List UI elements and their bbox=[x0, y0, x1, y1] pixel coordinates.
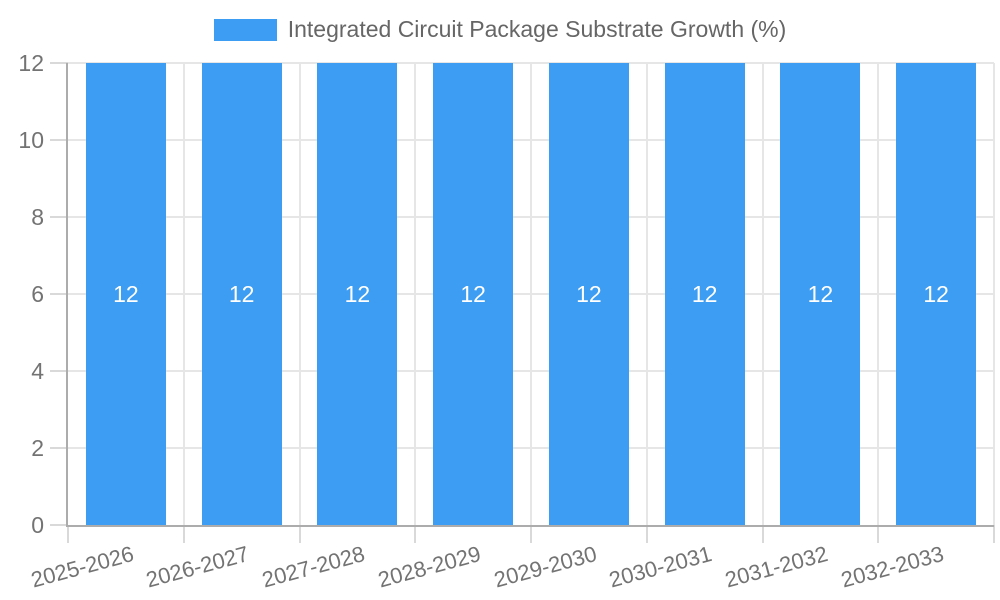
x-axis-tick bbox=[645, 525, 648, 543]
y-axis-tick bbox=[50, 216, 68, 218]
x-axis-tick-label: 2025-2026 bbox=[27, 541, 137, 593]
y-axis-tick bbox=[50, 447, 68, 449]
bar-value-label: 12 bbox=[228, 281, 255, 307]
y-axis-line bbox=[66, 63, 68, 527]
bar-value-label: 12 bbox=[923, 281, 949, 307]
y-axis-tick-label: 4 bbox=[31, 358, 44, 384]
x-axis-line bbox=[66, 525, 994, 527]
x-gridline bbox=[298, 63, 301, 525]
x-axis-tick bbox=[761, 525, 764, 543]
y-axis-tick bbox=[50, 62, 68, 64]
x-axis-tick-label: 2028-2029 bbox=[375, 541, 484, 593]
x-axis-tick bbox=[993, 525, 995, 543]
x-gridline bbox=[877, 63, 880, 525]
legend-swatch-icon bbox=[213, 18, 277, 41]
x-axis-tick-label: 2029-2030 bbox=[490, 541, 600, 593]
x-axis-tick-label: 2026-2027 bbox=[143, 541, 252, 593]
x-axis-tick bbox=[67, 525, 69, 543]
y-axis-tick bbox=[50, 293, 68, 295]
bar: 12 bbox=[317, 63, 398, 525]
x-gridline bbox=[645, 63, 648, 525]
legend-label: Integrated Circuit Package Substrate Gro… bbox=[287, 16, 787, 42]
bar-value-label: 12 bbox=[807, 281, 834, 307]
bar: 12 bbox=[548, 63, 629, 525]
bar-value-label: 12 bbox=[460, 281, 486, 307]
x-gridline bbox=[530, 63, 532, 525]
x-axis-tick bbox=[182, 525, 185, 543]
bar: 12 bbox=[664, 63, 745, 525]
y-axis-tick bbox=[50, 524, 68, 526]
x-axis-tick bbox=[877, 525, 880, 543]
bar-value-label: 12 bbox=[691, 281, 718, 307]
x-axis-tick-label: 2032-2033 bbox=[838, 541, 947, 593]
x-gridline bbox=[761, 63, 764, 525]
x-axis-tick-label: 2027-2028 bbox=[259, 541, 368, 593]
x-axis-tick bbox=[414, 525, 417, 543]
y-axis-tick-label: 6 bbox=[31, 281, 44, 307]
x-gridline bbox=[993, 63, 995, 525]
y-axis-tick-label: 10 bbox=[18, 127, 44, 153]
x-gridline bbox=[182, 63, 185, 525]
y-axis-tick-label: 12 bbox=[18, 50, 44, 76]
x-gridline bbox=[414, 63, 417, 525]
y-axis-tick-label: 0 bbox=[31, 512, 44, 538]
bar: 12 bbox=[201, 63, 282, 525]
bar-value-label: 12 bbox=[576, 281, 602, 307]
bar-value-label: 12 bbox=[344, 281, 371, 307]
x-axis-tick bbox=[298, 525, 301, 543]
chart-legend[interactable]: Integrated Circuit Package Substrate Gro… bbox=[0, 16, 1000, 43]
bar: 12 bbox=[780, 63, 861, 525]
bar: 12 bbox=[433, 63, 514, 525]
y-axis-tick bbox=[50, 139, 68, 141]
y-axis-tick bbox=[50, 370, 68, 372]
bar-value-label: 12 bbox=[113, 281, 139, 307]
y-axis-tick-label: 8 bbox=[31, 204, 44, 230]
x-axis-tick-label: 2031-2032 bbox=[722, 541, 831, 593]
y-axis-tick-label: 2 bbox=[31, 435, 44, 461]
x-axis-tick bbox=[530, 525, 532, 543]
bar: 12 bbox=[85, 63, 166, 525]
x-axis-tick-label: 2030-2031 bbox=[606, 541, 715, 593]
bar: 12 bbox=[896, 63, 977, 525]
